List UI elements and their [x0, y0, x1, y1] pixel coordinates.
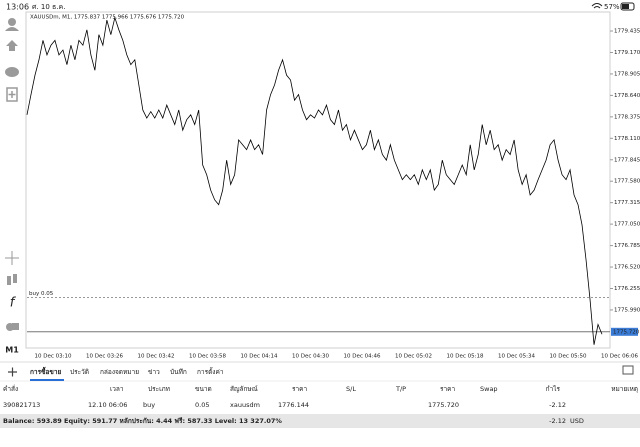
- column-header: S/L: [346, 385, 356, 393]
- table-cell: buy: [143, 401, 155, 409]
- column-header: ราคา: [292, 385, 307, 393]
- tab[interactable]: ประวัติ: [70, 368, 89, 376]
- column-header: กำไร: [546, 385, 561, 393]
- tab[interactable]: การซื้อขาย: [30, 366, 61, 376]
- table-cell: 12.10 06:06: [88, 401, 127, 409]
- y-tick-label: 1777.845: [614, 157, 640, 163]
- table-cell: 390821713: [3, 401, 40, 409]
- account-icon-body[interactable]: [5, 27, 19, 31]
- y-tick-label: 1777.580: [614, 179, 640, 185]
- table-cell: -2.12: [549, 401, 566, 409]
- column-header: ประเภท: [148, 385, 170, 393]
- column-header: ราคา: [440, 385, 455, 393]
- price-line-series: [26, 16, 603, 345]
- battery-icon: [620, 2, 635, 11]
- account-summary: Balance: 593.89 Equity: 591.77 หลักประกั…: [3, 417, 282, 425]
- total-profit: -2.12: [549, 417, 566, 425]
- y-tick-label: 1776.255: [614, 286, 640, 292]
- y-tick-label: 1778.375: [614, 114, 640, 120]
- x-tick-label: 10 Dec 03:10: [35, 354, 72, 360]
- y-tick-label: 1777.050: [614, 222, 640, 228]
- function-icon[interactable]: f: [10, 296, 17, 311]
- x-tick-label: 10 Dec 03:26: [86, 354, 123, 360]
- x-tick-label: 10 Dec 05:02: [395, 354, 432, 360]
- price-tag-label: 1775.720: [613, 329, 640, 335]
- chart-title: XAUUSDm, M1, 1775.837 1775.966 1775.676 …: [30, 15, 185, 21]
- battery-level: 57%: [604, 3, 620, 11]
- x-tick-label: 10 Dec 06:06: [601, 354, 638, 360]
- column-header: คำสั่ง: [3, 384, 18, 393]
- x-tick-label: 10 Dec 05:18: [447, 354, 484, 360]
- column-header: เวลา: [110, 385, 124, 393]
- table-cell: 1775.720: [428, 401, 459, 409]
- table-cell: 1776.144: [278, 401, 309, 409]
- tab[interactable]: บันทึก: [170, 368, 187, 376]
- indicator-icon[interactable]: [7, 276, 11, 285]
- y-tick-label: 1777.315: [614, 200, 640, 206]
- column-header: Swap: [480, 385, 498, 393]
- column-header: T/P: [395, 385, 406, 393]
- column-header: ขนาด: [195, 385, 212, 393]
- y-tick-label: 1778.110: [614, 136, 640, 142]
- column-header: สัญลักษณ์: [230, 385, 258, 393]
- objects-icon-2[interactable]: [12, 323, 19, 330]
- panel-toggle[interactable]: [622, 365, 634, 375]
- tab[interactable]: ข่าว: [148, 368, 160, 376]
- footer-bar: [0, 414, 640, 428]
- status-time: 13:06: [6, 3, 29, 12]
- y-tick-label: 1775.990: [614, 307, 640, 313]
- x-tick-label: 10 Dec 05:50: [550, 354, 587, 360]
- column-header: หมายเหตุ: [611, 385, 638, 393]
- tab[interactable]: กล่องจดหมาย: [100, 368, 139, 376]
- table-cell: 0.05: [195, 401, 209, 409]
- battery-fill: [622, 4, 629, 9]
- order-line-label: buy 0.05: [29, 291, 54, 297]
- y-tick-label: 1779.435: [614, 29, 640, 35]
- x-tick-label: 10 Dec 04:30: [292, 354, 329, 360]
- y-tick-label: 1776.785: [614, 243, 640, 249]
- price-tag: [611, 327, 638, 336]
- crosshair-icon[interactable]: [5, 251, 19, 265]
- chart-frame: [25, 11, 611, 349]
- x-tick-label: 10 Dec 04:46: [344, 354, 381, 360]
- trade-icon[interactable]: [6, 40, 18, 51]
- table-cell: xauusdm: [230, 401, 260, 409]
- x-tick-label: 10 Dec 04:14: [241, 354, 278, 360]
- x-tick-label: 10 Dec 05:34: [498, 354, 535, 360]
- left-toolbar: f: [5, 18, 19, 331]
- y-tick-label: 1779.170: [614, 50, 640, 56]
- new-order-button[interactable]: [8, 367, 17, 377]
- y-tick-label: 1776.520: [614, 265, 640, 271]
- indicator-icon-2[interactable]: [13, 274, 17, 283]
- tab[interactable]: การตั้งค่า: [197, 367, 224, 376]
- wifi-icon: [591, 3, 603, 9]
- chat-icon[interactable]: [5, 67, 19, 77]
- y-tick-label: 1778.905: [614, 71, 640, 77]
- status-date: ศ. 10 ธ.ค.: [32, 3, 65, 11]
- x-tick-label: 10 Dec 03:58: [189, 354, 226, 360]
- account-icon[interactable]: [8, 18, 16, 26]
- currency: USD: [570, 417, 584, 425]
- timeframe[interactable]: M1: [5, 346, 19, 355]
- add-icon-plus[interactable]: [8, 91, 16, 98]
- add-icon[interactable]: [6, 87, 18, 102]
- y-tick-label: 1778.640: [614, 93, 640, 99]
- x-tick-label: 10 Dec 03:42: [138, 354, 175, 360]
